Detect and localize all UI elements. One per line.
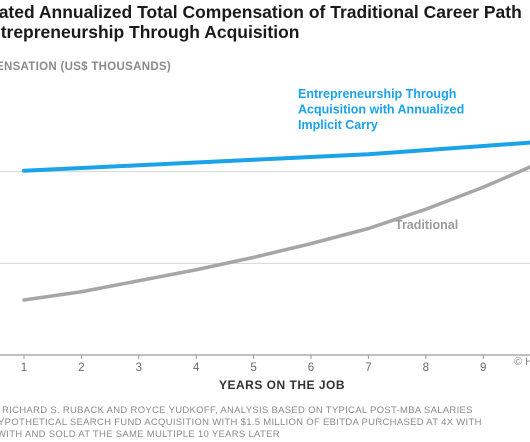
y-axis-label: ENSATION (US$ THOUSANDS): [0, 61, 171, 73]
x-tick-label: 8: [423, 362, 429, 374]
series-label-1: Implicit Carry: [298, 118, 378, 132]
chart-title-line-1: nated Annualized Total Compensation of T…: [0, 2, 522, 22]
series-labels: Entrepreneurship Through Acquisition with…: [298, 87, 464, 232]
x-tick-label: 4: [193, 362, 200, 374]
copyright-credit: © H: [514, 356, 530, 368]
line-chart: ENSATION (US$ THOUSANDS) Entrepreneurshi…: [0, 61, 530, 392]
x-axis-label: YEARS ON THE JOB: [219, 378, 345, 392]
x-tick-label: 3: [136, 362, 142, 374]
x-tick-label: 9: [480, 362, 486, 374]
x-tick-label: 2: [78, 362, 84, 374]
series-label-1: Acquisition with Annualized: [298, 103, 464, 117]
footnote-line-2: YPOTHETICAL SEARCH FUND ACQUISITION WITH…: [0, 417, 482, 428]
series-label-2: Traditional: [395, 218, 458, 232]
x-tick-label: 6: [308, 362, 314, 374]
x-tick-label: 5: [250, 362, 256, 374]
footnote-line-3: WITH AND SOLD AT THE SAME MULTIPLE 10 YE…: [0, 429, 280, 440]
series-lines: [22, 140, 530, 302]
x-tick-label: 7: [365, 362, 371, 374]
footnote-line-1: RICHARD S. RUBACK AND ROYCE YUDKOFF, ANA…: [2, 405, 473, 416]
series-label-1: Entrepreneurship Through: [298, 87, 456, 101]
x-axis-ticks: 1 2 3 4 5 6 7 8 9: [21, 355, 486, 374]
gridlines: [0, 171, 530, 356]
chart-title-line-2: ntrepreneurship Through Acquisition: [0, 22, 300, 42]
series-line-2: [22, 165, 530, 302]
x-tick-label: 1: [21, 362, 27, 374]
series-line-1: [22, 140, 530, 173]
